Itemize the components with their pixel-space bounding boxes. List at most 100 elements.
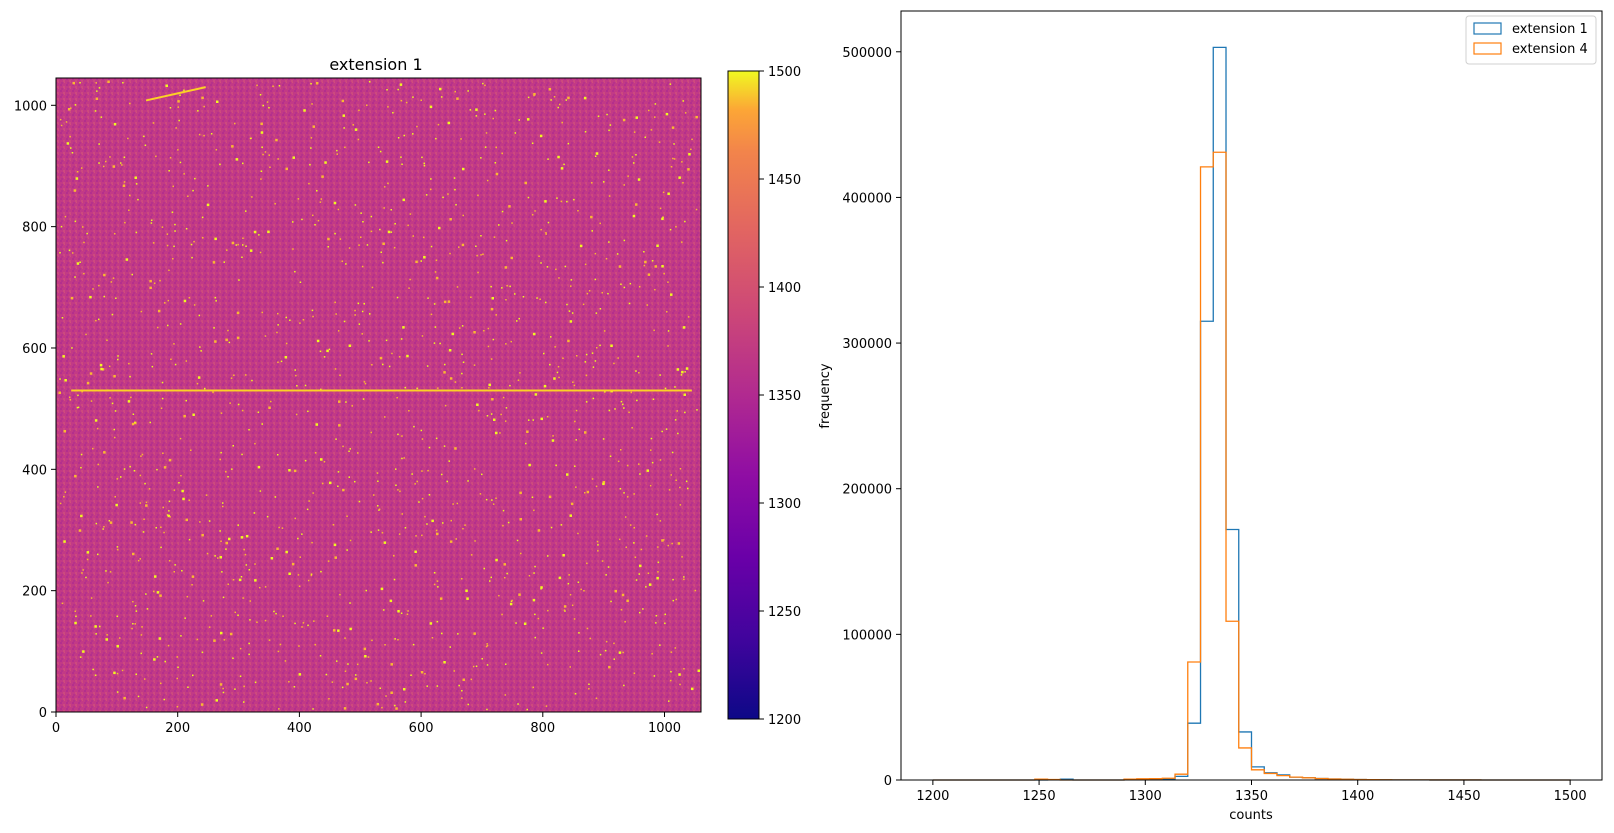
hot-pixel <box>229 402 231 404</box>
hot-pixel <box>661 430 663 433</box>
hot-pixel <box>137 695 140 698</box>
hot-pixel <box>590 215 593 219</box>
hot-pixel <box>384 644 386 646</box>
hot-pixel <box>76 406 79 409</box>
hot-pixel <box>90 615 92 617</box>
hot-pixel <box>431 519 434 523</box>
hot-pixel <box>636 399 638 402</box>
hot-pixel <box>248 429 250 431</box>
hot-pixel <box>658 141 661 143</box>
hot-pixel <box>347 663 349 665</box>
hot-pixel <box>364 655 367 658</box>
image-features <box>58 80 700 711</box>
hot-pixel <box>542 627 544 629</box>
hot-pixel <box>254 442 256 445</box>
hot-pixel <box>336 153 338 155</box>
hot-pixel <box>97 463 99 466</box>
hot-pixel <box>86 232 88 235</box>
hot-pixel <box>238 279 240 281</box>
hot-pixel <box>672 157 674 160</box>
hot-pixel <box>461 243 465 247</box>
hot-pixel <box>234 611 236 614</box>
hot-pixel <box>608 665 611 669</box>
hot-pixel <box>509 602 513 606</box>
hot-pixel <box>576 355 578 357</box>
hot-pixel <box>390 231 393 233</box>
hot-pixel <box>341 686 344 689</box>
hot-pixel <box>691 687 694 691</box>
hot-pixel <box>457 633 459 635</box>
hot-pixel <box>114 410 117 412</box>
hot-pixel <box>354 204 357 206</box>
hot-pixel <box>481 658 483 660</box>
hot-pixel <box>302 319 305 321</box>
hot-pixel <box>385 339 388 342</box>
hot-pixel <box>545 705 548 707</box>
hot-pixel <box>83 241 85 244</box>
hot-pixel <box>655 615 658 617</box>
hot-pixel <box>461 387 463 389</box>
hot-pixel <box>420 99 422 101</box>
hot-pixel <box>458 327 461 329</box>
hot-pixel <box>123 156 126 158</box>
hot-pixel <box>586 292 589 295</box>
hot-pixel <box>391 352 393 355</box>
hot-pixel <box>225 338 228 342</box>
colorbar-tick-label: 1450 <box>768 173 801 188</box>
hot-pixel <box>196 382 199 385</box>
hot-pixel <box>244 553 247 556</box>
hot-pixel <box>401 457 403 460</box>
hot-pixel <box>229 632 233 636</box>
hot-pixel <box>505 299 507 301</box>
hot-pixel <box>327 237 330 241</box>
hot-pixel <box>430 313 433 316</box>
hot-pixel <box>119 637 121 639</box>
hot-pixel <box>683 576 685 578</box>
hot-pixel <box>270 400 272 403</box>
hot-pixel <box>169 516 171 518</box>
hot-pixel <box>201 216 204 219</box>
hot-pixel <box>620 609 623 611</box>
hot-pixel <box>173 245 175 248</box>
hot-pixel <box>608 169 610 171</box>
hot-pixel <box>659 374 661 376</box>
hot-pixel <box>605 258 608 260</box>
hot-pixel <box>162 506 164 509</box>
hot-pixel <box>266 515 269 518</box>
hot-pixel <box>334 368 337 370</box>
hot-pixel <box>219 683 223 686</box>
hot-pixel <box>343 127 345 129</box>
hot-pixel <box>540 652 543 654</box>
hot-pixel <box>421 497 424 500</box>
hot-pixel <box>349 539 352 542</box>
hot-pixel <box>343 707 347 710</box>
hot-pixel <box>596 540 599 543</box>
hot-pixel <box>346 682 349 686</box>
hot-pixel <box>92 288 94 290</box>
legend-label-extension-4: extension 4 <box>1512 42 1588 57</box>
hot-pixel <box>546 415 549 418</box>
legend-swatch-extension-1 <box>1473 22 1502 35</box>
hot-pixel <box>339 374 341 376</box>
legend-swatch-extension-4 <box>1473 42 1502 55</box>
hot-pixel <box>74 610 76 612</box>
hot-pixel <box>299 281 302 283</box>
hot-pixel <box>369 313 371 315</box>
hot-pixel <box>534 210 536 212</box>
hot-pixel <box>128 362 130 365</box>
hot-pixel <box>222 505 224 508</box>
hot-pixel <box>559 103 561 106</box>
hot-pixel <box>114 436 116 439</box>
hot-pixel <box>494 109 497 112</box>
hot-pixel <box>177 666 179 668</box>
histogram-y-tick-label: 200000 <box>842 483 892 498</box>
hot-pixel <box>394 638 396 640</box>
hot-pixel <box>681 241 683 243</box>
hot-pixel <box>563 605 567 608</box>
hot-pixel <box>696 409 698 411</box>
hot-pixel <box>207 185 209 187</box>
hot-pixel <box>117 355 119 357</box>
hot-pixel <box>60 124 63 127</box>
hot-pixel <box>528 419 530 421</box>
hot-pixel <box>113 123 117 126</box>
